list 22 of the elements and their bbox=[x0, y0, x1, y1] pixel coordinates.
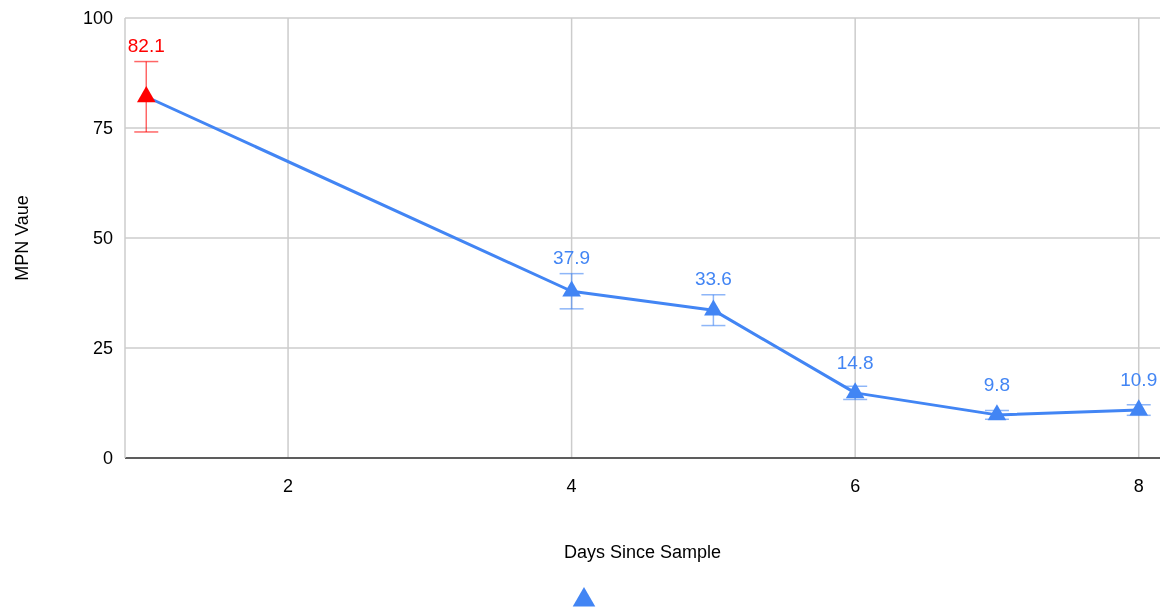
x-tick-label: 6 bbox=[850, 476, 861, 496]
point bbox=[136, 86, 156, 103]
data-label: 10.9 bbox=[1120, 369, 1158, 391]
point bbox=[562, 280, 581, 297]
y-axis-title: MPN Vaue bbox=[12, 195, 32, 281]
x-tick-label: 8 bbox=[1133, 476, 1144, 496]
data-label: 14.8 bbox=[836, 351, 874, 373]
data-label: 82.1 bbox=[127, 34, 165, 56]
y-tick-label: 75 bbox=[92, 118, 113, 138]
data-label: 37.9 bbox=[553, 246, 591, 268]
data-label: 33.6 bbox=[694, 267, 732, 289]
point bbox=[987, 404, 1007, 421]
x-tick-label: 2 bbox=[283, 476, 294, 496]
y-tick-label: 25 bbox=[92, 338, 113, 358]
y-tick-label: 100 bbox=[82, 8, 113, 28]
point bbox=[1129, 399, 1149, 416]
y-tick-label: 0 bbox=[102, 448, 113, 468]
data-label: 9.8 bbox=[983, 373, 1011, 395]
x-tick-label: 4 bbox=[566, 476, 577, 496]
x-axis-title: Days Since Sample bbox=[563, 542, 722, 562]
point bbox=[704, 299, 723, 316]
y-tick-label: 50 bbox=[92, 228, 113, 248]
